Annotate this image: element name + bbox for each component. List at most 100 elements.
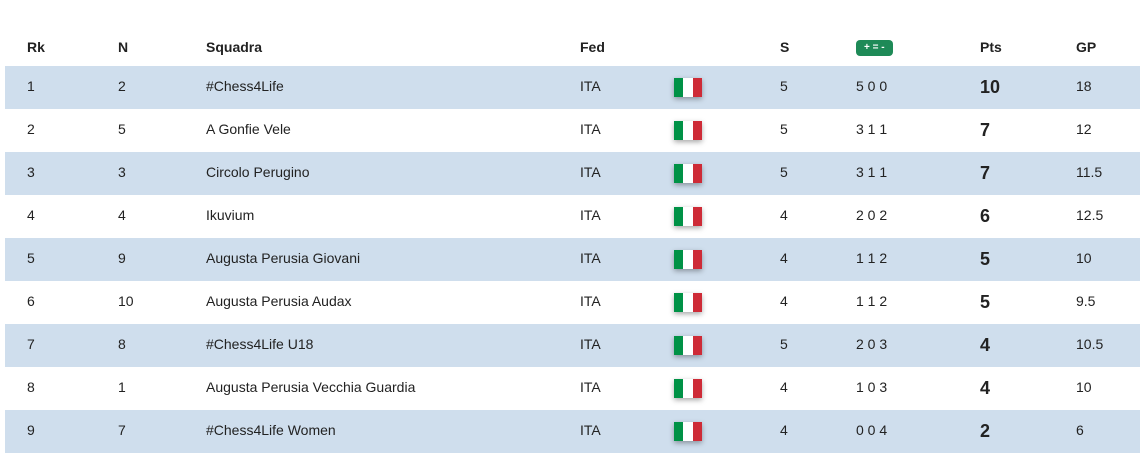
game-points: 9.5 [1076,293,1096,309]
team-name: Ikuvium [206,207,255,223]
flag-stripe [674,207,684,226]
results: 2 0 3 [856,336,888,352]
results: 3 1 1 [856,164,888,180]
federation: ITA [580,207,601,223]
federation: ITA [580,164,601,180]
federation: ITA [580,250,601,266]
flag-icon [674,422,702,441]
games: 5 [780,78,788,94]
table-row [5,109,1140,152]
flag-stripe [692,379,702,398]
number: 5 [118,121,126,137]
flag-stripe [692,336,702,355]
flag-stripe [674,422,684,441]
game-points: 10 [1076,250,1092,266]
column-header: Fed [580,39,605,55]
flag-stripe [692,78,702,97]
column-header: Pts [980,39,1002,55]
number: 10 [118,293,134,309]
number: 9 [118,250,126,266]
points: 5 [980,249,991,269]
federation: ITA [580,379,601,395]
column-header: Rk [27,39,45,55]
points: 4 [980,378,991,398]
federation: ITA [580,78,601,94]
results: 1 1 2 [856,250,888,266]
points: 7 [980,163,991,183]
team-name: Augusta Perusia Audax [206,293,352,309]
results: 0 0 4 [856,422,888,438]
team-name: #Chess4Life Women [206,422,336,438]
flag-icon [674,121,702,140]
flag-icon [674,293,702,312]
number: 7 [118,422,126,438]
flag-stripe [692,121,702,140]
flag-icon [674,379,702,398]
game-points: 6 [1076,422,1084,438]
team-name: Circolo Perugino [206,164,310,180]
flag-stripe [692,422,702,441]
points: 4 [980,335,991,355]
rank: 3 [27,164,35,180]
results: 2 0 2 [856,207,888,223]
results: 1 0 3 [856,379,888,395]
column-header: S [780,39,790,55]
results: 5 0 0 [856,78,888,94]
results-header-badge: + = - [856,40,893,56]
flag-stripe [692,293,702,312]
flag-stripe [674,336,684,355]
flag-stripe [683,78,693,97]
table-row [5,66,1140,109]
flag-stripe [683,379,693,398]
table-row [5,238,1140,281]
flag-icon [674,336,702,355]
team-name: A Gonfie Vele [206,121,291,137]
table-row [5,367,1140,410]
federation: ITA [580,422,601,438]
flag-icon [674,250,702,269]
rank: 4 [27,207,35,223]
team-name: Augusta Perusia Giovani [206,250,361,266]
number: 1 [118,379,126,395]
rank: 9 [27,422,35,438]
flag-icon [674,207,702,226]
points: 2 [980,421,991,441]
games: 4 [780,422,788,438]
federation: ITA [580,293,601,309]
results: 1 1 2 [856,293,888,309]
rank: 5 [27,250,35,266]
games: 4 [780,293,788,309]
flag-stripe [692,207,702,226]
federation: ITA [580,121,601,137]
flag-stripe [683,250,693,269]
flag-stripe [692,250,702,269]
column-header: GP [1076,39,1097,55]
points: 6 [980,206,991,226]
points: 10 [980,77,1001,97]
table-row [5,281,1140,324]
column-header: N [118,39,129,55]
flag-stripe [692,164,702,183]
team-name: Augusta Perusia Vecchia Guardia [206,379,416,395]
games: 4 [780,207,788,223]
points: 7 [980,120,991,140]
table-row [5,152,1140,195]
flag-icon [674,78,702,97]
games: 5 [780,121,788,137]
game-points: 10 [1076,379,1092,395]
results: 3 1 1 [856,121,888,137]
table-row [5,195,1140,238]
number: 2 [118,78,126,94]
team-name: #Chess4Life U18 [206,336,314,352]
flag-icon [674,164,702,183]
rank: 6 [27,293,35,309]
number: 4 [118,207,126,223]
flag-stripe [674,164,684,183]
flag-stripe [674,78,684,97]
flag-stripe [674,250,684,269]
number: 3 [118,164,126,180]
points: 5 [980,292,991,312]
game-points: 11.5 [1076,164,1103,180]
game-points: 12 [1076,121,1092,137]
